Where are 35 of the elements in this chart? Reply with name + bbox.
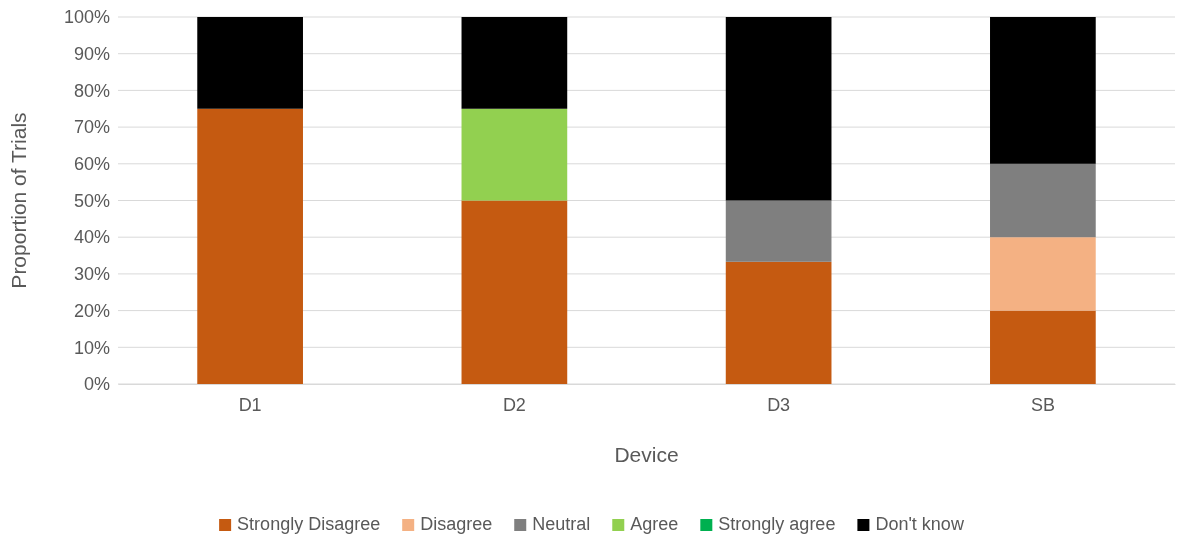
y-tick-label: 90%	[73, 43, 110, 64]
x-tick-label: D1	[238, 394, 262, 415]
bar	[461, 200, 568, 384]
bar	[725, 17, 832, 201]
legend-label: Strongly agree	[718, 514, 836, 534]
legend-label: Agree	[630, 514, 679, 534]
bar	[461, 17, 568, 109]
bar	[197, 108, 303, 384]
y-tick-label: 60%	[73, 154, 110, 175]
y-tick-label: 50%	[73, 190, 110, 211]
bar	[990, 163, 1096, 238]
y-tick-label: 80%	[73, 80, 110, 101]
bar	[461, 108, 568, 201]
bar	[725, 200, 832, 262]
y-tick-label: 100%	[63, 7, 110, 28]
x-tick-label: D2	[502, 394, 526, 415]
bar	[990, 17, 1096, 164]
x-tick-label: D3	[767, 394, 791, 415]
y-tick-label: 70%	[73, 117, 110, 138]
y-tick-label: 40%	[73, 227, 110, 248]
y-tick-label: 10%	[73, 337, 110, 358]
legend-label: Strongly Disagree	[237, 514, 381, 534]
x-tick-label: SB	[1030, 394, 1055, 415]
legend-label: Don't know	[875, 514, 965, 534]
y-tick-label: 30%	[73, 264, 110, 285]
bar	[197, 17, 303, 109]
legend-label: Neutral	[532, 514, 591, 534]
y-tick-label: 20%	[73, 300, 110, 321]
y-axis-title: Proportion of Trials	[7, 112, 30, 289]
bar	[990, 237, 1096, 311]
bar	[725, 261, 832, 384]
legend-label: Disagree	[420, 514, 493, 534]
x-axis-title: Device	[614, 443, 679, 466]
y-tick-label: 0%	[83, 374, 110, 395]
bar	[990, 310, 1096, 384]
